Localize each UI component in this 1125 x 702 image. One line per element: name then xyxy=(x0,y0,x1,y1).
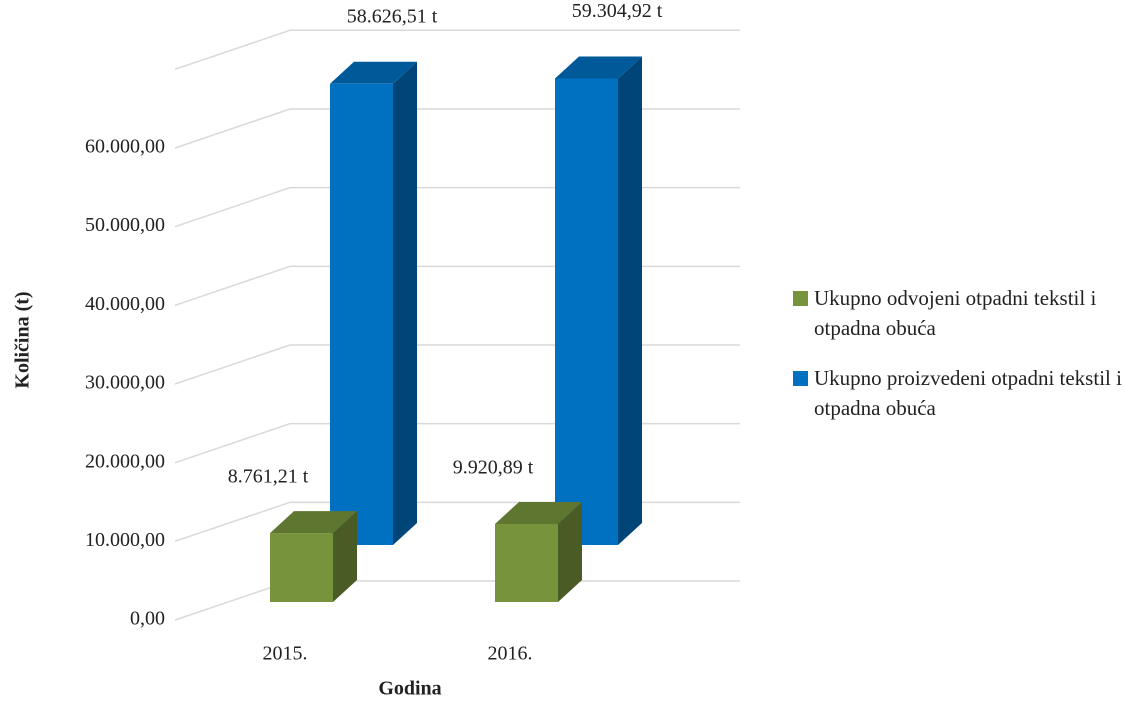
x-tick-label: 2016. xyxy=(488,643,533,665)
grid-frame xyxy=(174,29,740,71)
y-tick-label: 10.000,00 xyxy=(85,529,165,551)
legend-item: Ukupno proizvedeni otpadni tekstil i otp… xyxy=(790,363,1125,423)
y-tick-label: 60.000,00 xyxy=(85,136,165,158)
data-label: 8.761,21 t xyxy=(228,466,309,488)
y-tick-label: 0,00 xyxy=(130,608,165,630)
x-tick-label: 2015. xyxy=(263,643,308,665)
y-tick-label: 30.000,00 xyxy=(85,372,165,394)
data-label: 9.920,89 t xyxy=(453,457,534,479)
data-label: 59.304,92 t xyxy=(572,0,663,22)
legend-label: Ukupno proizvedeni otpadni tekstil i otp… xyxy=(814,366,1122,420)
y-tick-label: 20.000,00 xyxy=(85,450,165,472)
legend-item: Ukupno odvojeni otpadni tekstil i otpadn… xyxy=(790,283,1125,343)
bar xyxy=(330,83,393,545)
grid-line xyxy=(174,580,740,621)
y-tick-label: 40.000,00 xyxy=(85,293,165,315)
data-label: 58.626,51 t xyxy=(347,5,438,27)
bar-side xyxy=(393,61,417,545)
grid-line xyxy=(174,344,740,385)
x-axis-title: Godina xyxy=(378,678,441,700)
y-tick-label: 50.000,00 xyxy=(85,214,165,236)
bar-top xyxy=(330,61,417,84)
bar-side xyxy=(618,56,642,546)
bar-top xyxy=(555,56,642,79)
bar-top xyxy=(270,511,357,534)
bar-top xyxy=(495,501,582,524)
legend-swatch xyxy=(793,291,808,306)
grid-line xyxy=(174,186,740,228)
grid-line xyxy=(174,265,740,307)
bar-side xyxy=(333,511,357,602)
y-axis-title: Količina (t) xyxy=(12,291,34,388)
bar xyxy=(495,523,558,602)
bar xyxy=(270,533,333,602)
legend-swatch xyxy=(793,371,808,386)
legend-label: Ukupno odvojeni otpadni tekstil i otpadn… xyxy=(814,286,1097,340)
bar xyxy=(555,78,618,546)
grid-line xyxy=(174,501,740,543)
bar-side xyxy=(558,501,582,602)
grid-line xyxy=(174,108,740,149)
